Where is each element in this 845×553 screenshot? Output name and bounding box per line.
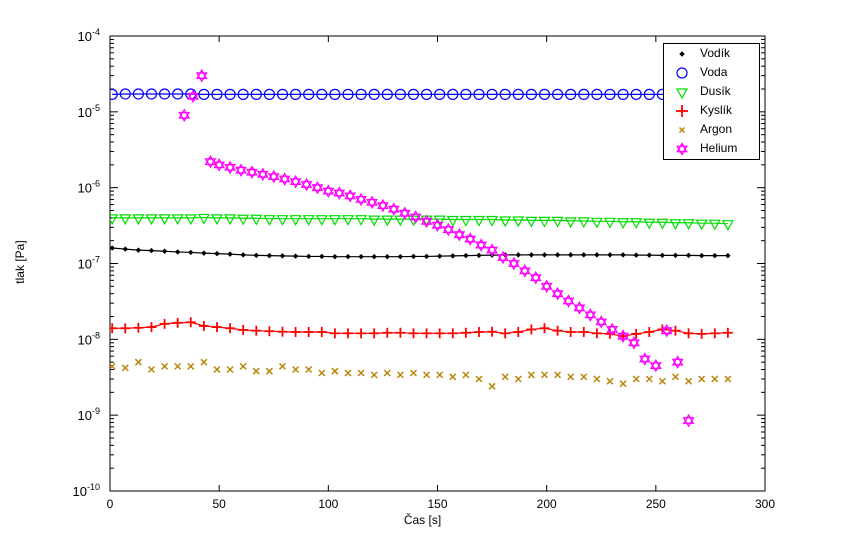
x-tick-label: 150	[427, 497, 447, 511]
legend-item-vodik: Vodík	[664, 44, 759, 63]
series-argon	[110, 358, 732, 390]
legend-label: Argon	[700, 122, 733, 136]
legend-marker-triangle-down-icon	[664, 82, 700, 101]
legend-marker-diamond-icon	[664, 44, 700, 63]
legend: Vodík Voda Dusík Kyslík Argon Helium	[663, 43, 760, 160]
series-voda	[110, 88, 734, 100]
legend-item-argon: Argon	[664, 120, 759, 139]
legend-marker-plus-icon	[664, 101, 700, 120]
legend-item-voda: Voda	[664, 63, 759, 82]
x-tick-label: 250	[646, 497, 666, 511]
y-tick-label: 10-10	[73, 482, 100, 499]
series-layer	[110, 68, 734, 428]
y-tick-label: 10-7	[78, 255, 100, 272]
legend-marker-cross-icon	[664, 120, 700, 139]
legend-marker-circle-icon	[664, 63, 700, 82]
y-tick-label: 10-9	[78, 406, 100, 423]
y-tick-label: 10-6	[78, 179, 100, 196]
legend-label: Voda	[700, 65, 728, 79]
legend-label: Helium	[700, 141, 738, 155]
series-helium	[178, 68, 695, 428]
legend-item-dusik: Dusík	[664, 82, 759, 101]
y-axis-label: tlak [Pa]	[13, 240, 27, 284]
series-dusík	[110, 213, 734, 231]
legend-item-kyslik: Kyslík	[664, 101, 759, 120]
x-tick-label: 100	[318, 497, 338, 511]
series-kyslík	[110, 317, 733, 342]
x-axis-label: Čas [s]	[403, 513, 442, 527]
legend-label: Kyslík	[700, 103, 733, 117]
x-tick-label: 300	[755, 497, 775, 511]
legend-item-helium: Helium	[664, 139, 759, 158]
legend-label: Vodík	[700, 46, 731, 60]
series-vodík	[110, 245, 731, 260]
x-tick-label: 0	[107, 497, 114, 511]
y-tick-label: 10-5	[78, 103, 100, 120]
y-tick-label: 10-8	[78, 330, 100, 347]
x-tick-label: 50	[212, 497, 226, 511]
x-tick-label: 200	[537, 497, 557, 511]
y-tick-label: 10-4	[78, 27, 100, 44]
legend-marker-hexagram-icon	[664, 139, 700, 158]
legend-label: Dusík	[700, 84, 731, 98]
